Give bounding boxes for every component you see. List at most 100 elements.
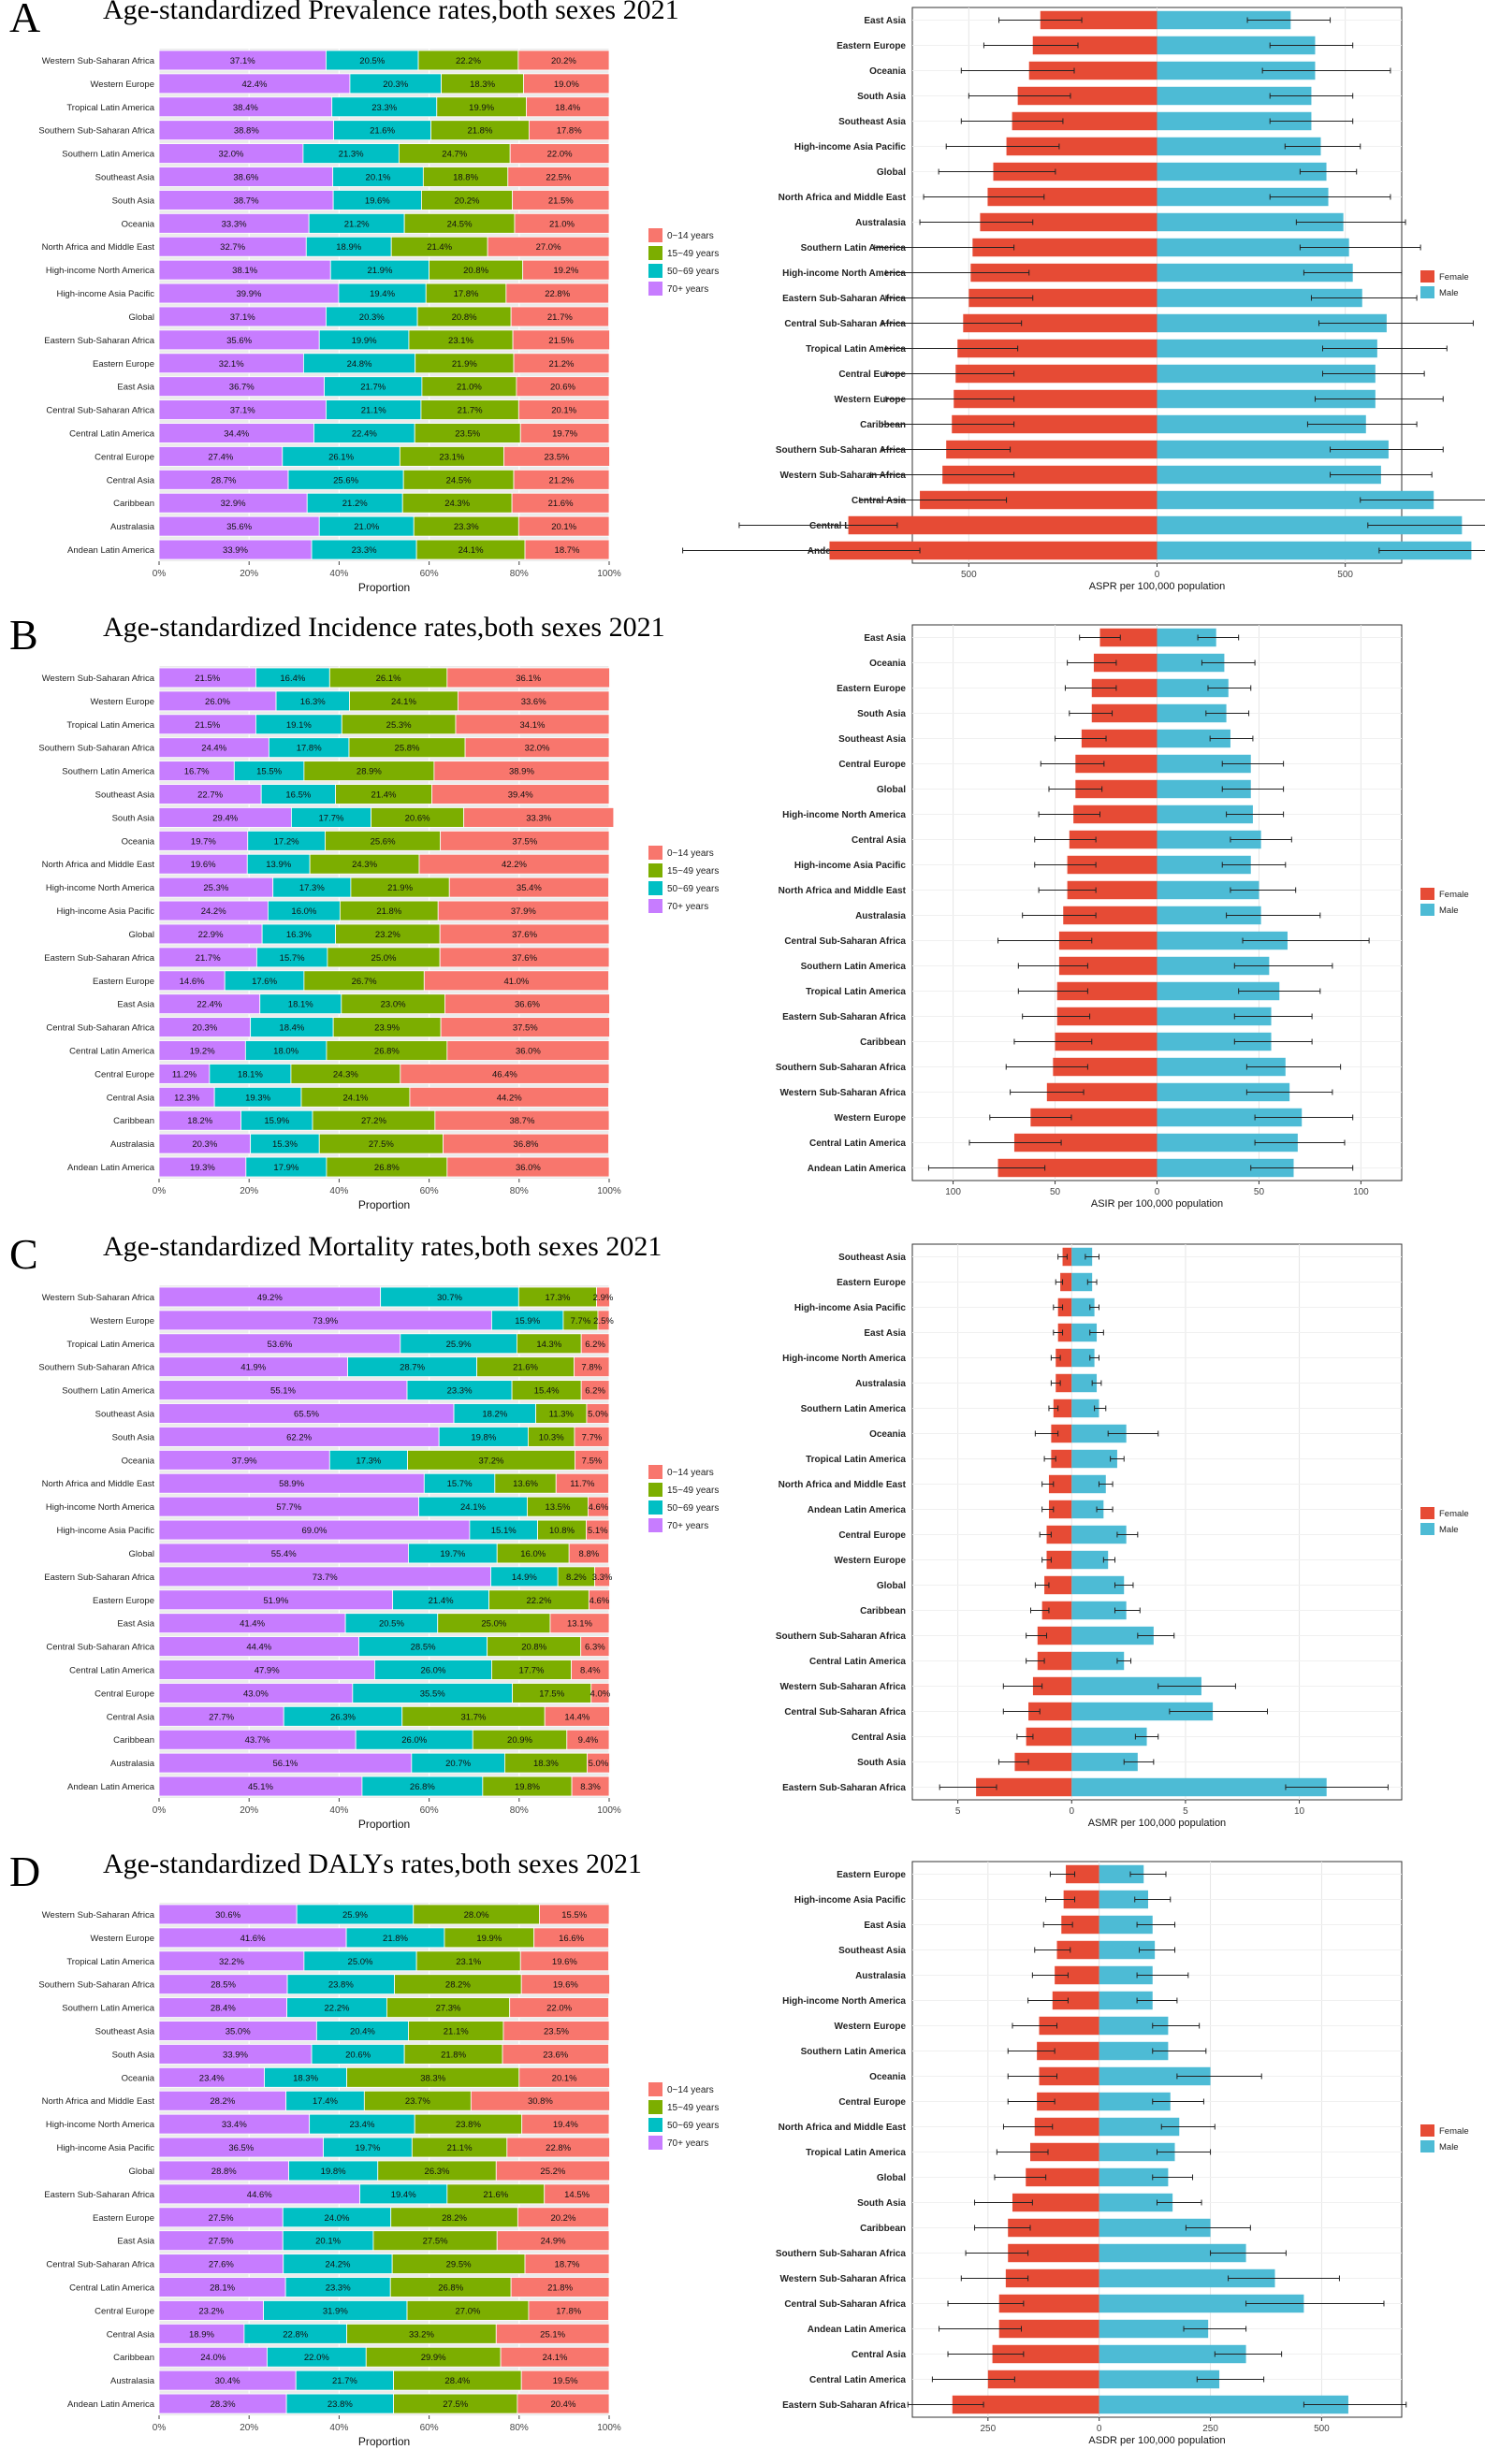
region-label: Oceania <box>869 66 906 77</box>
data-label: 38.6% <box>233 173 258 183</box>
legend-swatch <box>648 246 662 260</box>
data-label: 28.9% <box>357 767 382 777</box>
male-bar <box>1099 2041 1169 2061</box>
region-label: Central Sub-Saharan Africa <box>784 936 906 947</box>
region-label: High-income Asia Pacific <box>794 861 907 871</box>
female-bar <box>972 238 1157 257</box>
region-label: Tropical Latin America <box>66 103 154 113</box>
data-label: 19.9% <box>352 336 377 346</box>
region-label: Global <box>129 2167 154 2177</box>
data-label: 20.8% <box>452 312 477 323</box>
stacked-bar-segment <box>588 1589 610 1611</box>
female-bar <box>955 364 1157 384</box>
region-label: Central Latin America <box>69 1047 155 1057</box>
data-label: 2.9% <box>593 1293 614 1303</box>
stacked-bar-segment <box>517 2207 609 2228</box>
female-bar <box>1052 1991 1099 2010</box>
stacked-bar-segment <box>409 1086 609 1108</box>
stacked-bar-segment <box>457 690 610 712</box>
data-label: 47.9% <box>255 1666 280 1676</box>
data-label: 18.2% <box>482 1410 507 1420</box>
region-label: Southeast Asia <box>838 1946 906 1956</box>
data-label: 37.1% <box>230 312 255 323</box>
female-bar <box>1032 1676 1072 1696</box>
data-label: 26.8% <box>438 2283 463 2294</box>
data-label: 21.6% <box>513 1363 538 1373</box>
region-label: Central Europe <box>838 370 906 380</box>
male-bar <box>1071 1373 1098 1393</box>
data-label: 21.2% <box>344 219 370 229</box>
female-bar <box>1044 1575 1072 1595</box>
male-bar <box>1157 703 1227 723</box>
male-bar <box>1157 339 1377 358</box>
region-label: Western Europe <box>835 2022 907 2032</box>
data-label: 20.5% <box>379 1619 404 1630</box>
legend-label: 15~49 years <box>667 1486 719 1496</box>
stacked-bar-segment <box>439 923 610 945</box>
male-bar <box>1099 2319 1209 2339</box>
data-label: 20.2% <box>550 2213 575 2224</box>
male-bar <box>1157 906 1261 925</box>
legend-label: 70+ years <box>667 284 708 295</box>
data-label: 19.1% <box>286 720 312 731</box>
male-bar <box>1099 2117 1180 2137</box>
region-label: North Africa and Middle East <box>779 193 907 203</box>
data-label: 17.8% <box>556 2306 581 2316</box>
legend-label: Female <box>1439 2126 1469 2137</box>
data-label: 21.8% <box>441 2050 466 2060</box>
data-label: 28.0% <box>464 1910 489 1920</box>
data-label: 20.4% <box>350 2027 375 2037</box>
data-label: 14.4% <box>564 1712 590 1722</box>
male-bar <box>1157 465 1381 485</box>
region-label: Eastern Sub-Saharan Africa <box>782 294 906 304</box>
female-bar <box>1008 2218 1099 2238</box>
region-label: High-income Asia Pacific <box>794 1895 907 1906</box>
stacked-bar-segment <box>509 1997 609 2018</box>
male-bar <box>1157 10 1291 30</box>
data-label: 22.4% <box>197 1000 222 1010</box>
data-label: 19.9% <box>476 1934 502 1944</box>
data-label: 20.1% <box>366 173 391 183</box>
data-label: 20.2% <box>551 56 576 66</box>
stacked-bar-segment <box>505 283 609 304</box>
data-label: 18.3% <box>533 1759 559 1769</box>
female-bar <box>1093 653 1157 673</box>
data-label: 7.7% <box>571 1316 591 1326</box>
data-label: 19.4% <box>553 2120 578 2130</box>
female-bar <box>1039 2016 1099 2036</box>
male-bar <box>1157 653 1225 673</box>
data-label: 26.1% <box>376 674 401 684</box>
data-label: 21.7% <box>332 2376 357 2386</box>
data-label: 23.5% <box>544 452 569 462</box>
region-label: Eastern Sub-Saharan Africa <box>44 2190 154 2200</box>
region-label: Eastern Europe <box>93 1596 154 1606</box>
data-label: 36.5% <box>228 2143 254 2153</box>
data-label: 26.0% <box>401 1735 427 1746</box>
female-bar <box>1063 1890 1099 1909</box>
data-label: 21.4% <box>429 1596 454 1606</box>
stacked-bar-segment <box>533 1927 609 1949</box>
data-label: 20.3% <box>192 1023 217 1034</box>
legend-swatch <box>1420 270 1434 283</box>
region-label: Southern Sub-Saharan Africa <box>38 126 154 137</box>
region-label: Eastern Sub-Saharan Africa <box>782 1012 906 1022</box>
tick-label: 100 <box>1353 1187 1369 1197</box>
data-label: 18.7% <box>555 2260 580 2270</box>
data-label: 57.7% <box>276 1502 301 1513</box>
data-label: 24.3% <box>352 860 377 870</box>
data-label: 25.8% <box>395 744 420 754</box>
panel-a: A Age-standardized Prevalence rates,both… <box>0 0 1485 610</box>
region-label: Western Sub-Saharan Africa <box>780 2274 907 2284</box>
data-label: 38.7% <box>509 1116 534 1126</box>
region-label: East Asia <box>117 1000 154 1010</box>
x-axis-label: ASMR per 100,000 population <box>1088 1818 1226 1829</box>
region-label: Global <box>129 930 154 940</box>
male-bar <box>1071 1651 1125 1671</box>
data-label: 24.0% <box>325 2213 350 2224</box>
data-label: 28.7% <box>211 475 237 486</box>
male-bar <box>1157 364 1376 384</box>
stacked-bar-segment <box>434 1109 610 1131</box>
data-label: 33.4% <box>222 2120 247 2130</box>
data-label: 19.2% <box>553 266 578 276</box>
data-label: 16.5% <box>285 790 311 801</box>
